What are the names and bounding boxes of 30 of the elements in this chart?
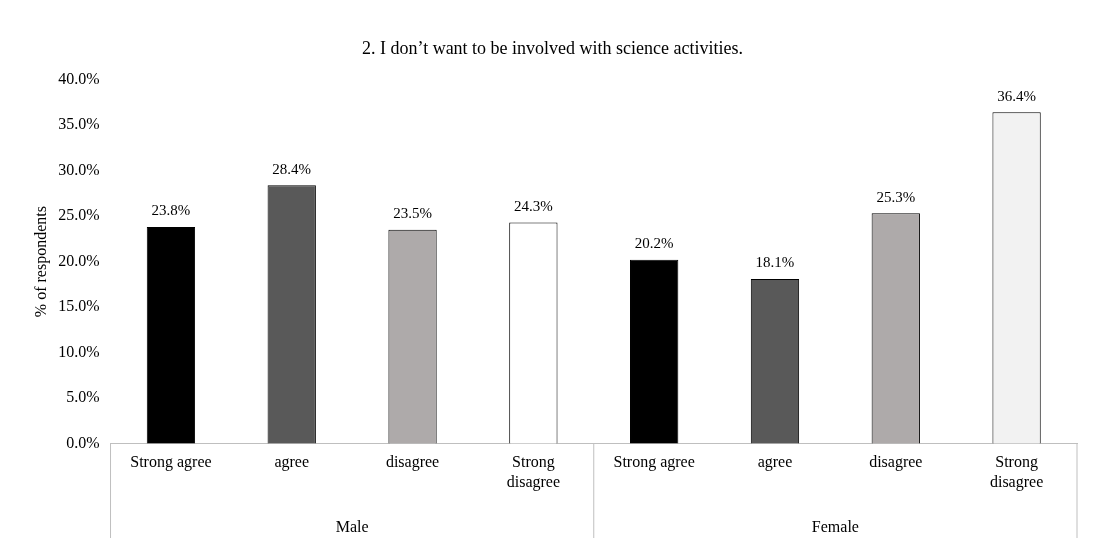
data-label: 18.1%	[755, 254, 795, 271]
text: Female	[811, 518, 859, 535]
x-tick-label: Strong disagree	[506, 453, 561, 491]
x-tick-label: agree	[757, 453, 793, 472]
x-tick-label: disagree	[385, 453, 440, 472]
y-tick-label: 0.0%	[66, 433, 100, 451]
y-tick-label: 15.0%	[58, 297, 100, 315]
x-tick-label: Strong agree	[130, 453, 212, 472]
y-tick-label: 25.0%	[58, 206, 100, 224]
x-tick-label: Strong disagree	[989, 453, 1044, 491]
data-label: 23.5%	[393, 205, 432, 222]
x-tick-label: disagree	[869, 453, 923, 472]
text: Male	[335, 518, 369, 535]
data-label: 24.3%	[513, 197, 553, 214]
data-label: 23.8%	[151, 202, 191, 219]
data-label: 28.4%	[272, 160, 312, 177]
data-label: 36.4%	[997, 87, 1036, 104]
y-axis-title: % of respondents	[31, 206, 50, 318]
x-tick-label: agree	[274, 453, 310, 472]
data-label: 25.3%	[876, 188, 916, 205]
chart-title: 2. I don’t want to be involved with science activities.	[361, 37, 744, 58]
y-tick-label: 5.0%	[66, 388, 100, 406]
y-tick-label: 20.0%	[58, 251, 100, 269]
y-tick-label: 30.0%	[58, 160, 100, 178]
y-tick-label: 10.0%	[58, 342, 100, 360]
bar	[630, 259, 679, 444]
y-tick-label: 35.0%	[58, 115, 100, 133]
data-label: 20.2%	[634, 235, 674, 252]
y-tick-label: 40.0%	[58, 69, 100, 87]
x-tick-label: Strong agree	[613, 453, 695, 472]
